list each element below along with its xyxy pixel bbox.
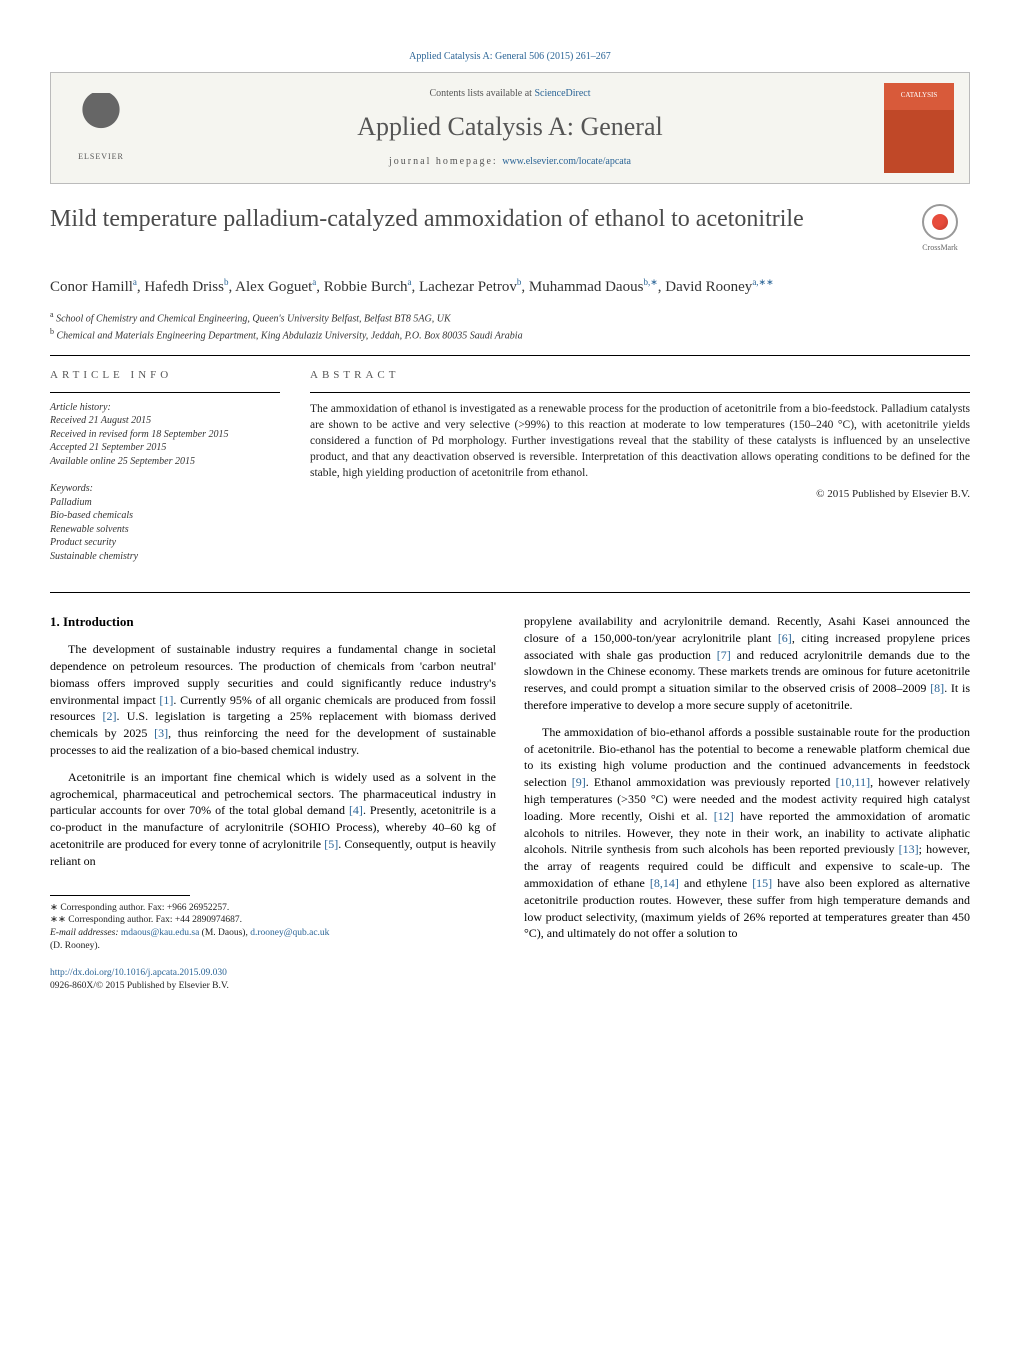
abstract-copyright: © 2015 Published by Elsevier B.V. [310, 487, 970, 502]
contents-line: Contents lists available at ScienceDirec… [151, 87, 869, 101]
header-center: Contents lists available at ScienceDirec… [151, 87, 869, 169]
body-paragraph: propylene availability and acrylonitrile… [524, 613, 970, 714]
keyword-item: Sustainable chemistry [50, 550, 280, 564]
crossmark-icon [922, 204, 958, 240]
article-info-column: article info Article history: Received 2… [50, 368, 280, 577]
sciencedirect-link[interactable]: ScienceDirect [534, 88, 590, 99]
keyword-item: Bio-based chemicals [50, 509, 280, 523]
footnote-email-name-2: (D. Rooney). [50, 940, 496, 953]
elsevier-tree-icon [76, 93, 126, 148]
doi-link[interactable]: http://dx.doi.org/10.1016/j.apcata.2015.… [50, 968, 227, 978]
homepage-prefix: journal homepage: [389, 156, 502, 167]
body-paragraph: Acetonitrile is an important fine chemic… [50, 769, 496, 870]
doi-block: http://dx.doi.org/10.1016/j.apcata.2015.… [50, 967, 496, 994]
journal-header: ELSEVIER Contents lists available at Sci… [50, 72, 970, 184]
history-received: Received 21 August 2015 [50, 414, 280, 428]
keyword-item: Product security [50, 536, 280, 550]
body-column-left: 1. Introduction The development of susta… [50, 613, 496, 993]
footnote-emails: E-mail addresses: mdaous@kau.edu.sa (M. … [50, 927, 496, 940]
intro-heading: 1. Introduction [50, 613, 496, 631]
affiliation-b: b Chemical and Materials Engineering Dep… [50, 326, 970, 343]
abstract-divider [310, 392, 970, 393]
authors-list: Conor Hamilla, Hafedh Drissb, Alex Gogue… [50, 276, 970, 299]
article-title: Mild temperature palladium-catalyzed amm… [50, 204, 890, 234]
divider-bottom [50, 592, 970, 593]
body-paragraph: The ammoxidation of bio-ethanol affords … [524, 724, 970, 942]
journal-name: Applied Catalysis A: General [151, 109, 869, 145]
journal-cover-thumbnail: CATALYSIS [884, 83, 954, 173]
crossmark-badge[interactable]: CrossMark [910, 204, 970, 264]
email-link[interactable]: mdaous@kau.edu.sa [121, 928, 199, 938]
footnotes: ∗ Corresponding author. Fax: +966 269522… [50, 902, 496, 953]
history-accepted: Accepted 21 September 2015 [50, 441, 280, 455]
info-divider [50, 392, 280, 393]
contents-prefix: Contents lists available at [429, 88, 534, 99]
footnote-corresponding-2: ∗∗ Corresponding author. Fax: +44 289097… [50, 914, 496, 927]
elsevier-label: ELSEVIER [78, 151, 124, 162]
body-paragraph: The development of sustainable industry … [50, 641, 496, 759]
article-history: Article history: Received 21 August 2015… [50, 401, 280, 469]
elsevier-logo: ELSEVIER [66, 88, 136, 168]
body-columns: 1. Introduction The development of susta… [50, 613, 970, 993]
affiliation-a: a School of Chemistry and Chemical Engin… [50, 309, 970, 326]
footnote-corresponding-1: ∗ Corresponding author. Fax: +966 269522… [50, 902, 496, 915]
abstract-label: abstract [310, 368, 970, 383]
footnotes-divider [50, 895, 190, 896]
body-column-right: propylene availability and acrylonitrile… [524, 613, 970, 993]
top-journal-citation[interactable]: Applied Catalysis A: General 506 (2015) … [50, 50, 970, 64]
homepage-link[interactable]: www.elsevier.com/locate/apcata [502, 156, 631, 167]
keywords-label: Keywords: [50, 482, 280, 496]
abstract-column: abstract The ammoxidation of ethanol is … [310, 368, 970, 577]
homepage-line: journal homepage: www.elsevier.com/locat… [151, 155, 869, 169]
history-label: Article history: [50, 401, 280, 415]
keywords-block: Keywords: Palladium Bio-based chemicals … [50, 482, 280, 563]
affiliations: a School of Chemistry and Chemical Engin… [50, 309, 970, 344]
history-revised: Received in revised form 18 September 20… [50, 428, 280, 442]
keyword-item: Renewable solvents [50, 523, 280, 537]
abstract-text: The ammoxidation of ethanol is investiga… [310, 401, 970, 481]
history-online: Available online 25 September 2015 [50, 455, 280, 469]
article-info-label: article info [50, 368, 280, 383]
email-link[interactable]: d.rooney@qub.ac.uk [250, 928, 329, 938]
journal-cover-label: CATALYSIS [901, 91, 937, 101]
crossmark-label: CrossMark [922, 242, 958, 253]
divider-top [50, 355, 970, 356]
keyword-item: Palladium [50, 496, 280, 510]
issn-copyright: 0926-860X/© 2015 Published by Elsevier B… [50, 980, 496, 993]
